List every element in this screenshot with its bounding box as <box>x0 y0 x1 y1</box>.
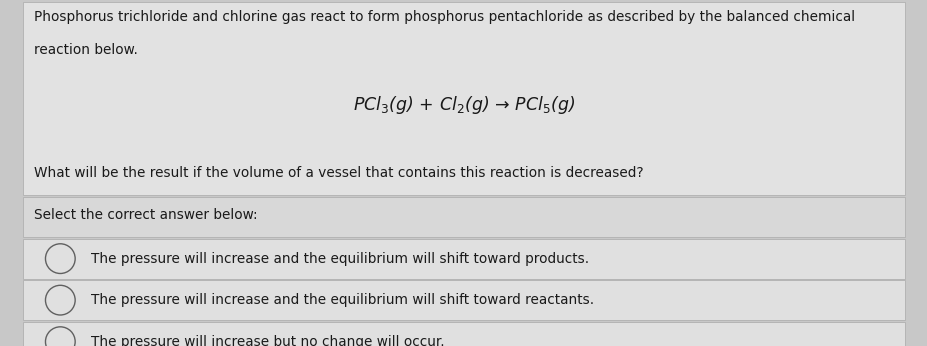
Text: The pressure will increase and the equilibrium will shift toward products.: The pressure will increase and the equil… <box>91 252 589 266</box>
Text: The pressure will increase but no change will occur.: The pressure will increase but no change… <box>91 335 444 346</box>
Text: PCl$_3$(g) + Cl$_2$(g) → PCl$_5$(g): PCl$_3$(g) + Cl$_2$(g) → PCl$_5$(g) <box>352 94 575 116</box>
FancyBboxPatch shape <box>23 197 904 237</box>
Text: Select the correct answer below:: Select the correct answer below: <box>34 208 258 222</box>
FancyBboxPatch shape <box>23 322 904 346</box>
FancyBboxPatch shape <box>23 2 904 195</box>
Text: The pressure will increase and the equilibrium will shift toward reactants.: The pressure will increase and the equil… <box>91 293 593 307</box>
FancyBboxPatch shape <box>23 280 904 320</box>
FancyBboxPatch shape <box>23 239 904 279</box>
Text: reaction below.: reaction below. <box>34 43 138 57</box>
Text: What will be the result if the volume of a vessel that contains this reaction is: What will be the result if the volume of… <box>34 166 643 180</box>
Text: Phosphorus trichloride and chlorine gas react to form phosphorus pentachloride a: Phosphorus trichloride and chlorine gas … <box>34 10 855 24</box>
